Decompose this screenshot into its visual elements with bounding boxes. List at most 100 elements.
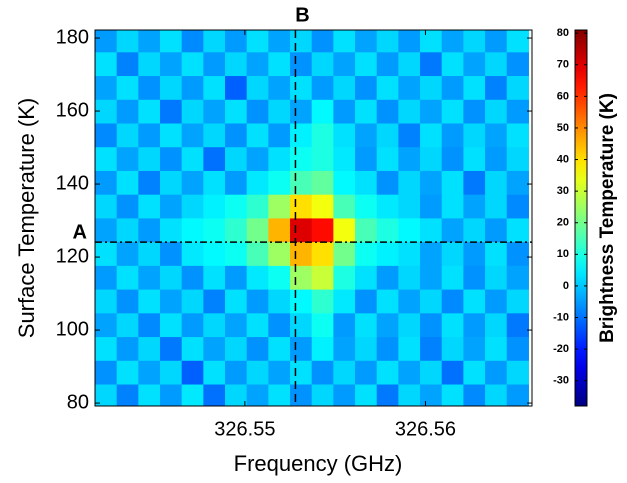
heatmap-cell bbox=[376, 289, 399, 314]
heatmap-cell bbox=[290, 265, 313, 290]
heatmap-cell bbox=[290, 312, 313, 338]
heatmap-cell bbox=[203, 241, 226, 266]
heatmap-cell bbox=[398, 194, 421, 219]
heatmap-cell bbox=[95, 217, 118, 243]
heatmap-cell bbox=[203, 336, 226, 361]
heatmap-cell bbox=[333, 75, 356, 100]
heatmap-cell bbox=[441, 312, 464, 338]
heatmap-cell bbox=[355, 289, 378, 314]
heatmap-cell bbox=[246, 99, 269, 124]
heatmap-cell bbox=[225, 289, 248, 314]
heatmap-cell bbox=[420, 241, 443, 266]
heatmap-cell bbox=[268, 360, 291, 385]
heatmap-cell bbox=[203, 122, 226, 148]
heatmap-cell bbox=[181, 99, 204, 124]
heatmap-cell bbox=[138, 241, 161, 266]
heatmap-cell bbox=[138, 51, 161, 77]
heatmap-cell bbox=[290, 194, 313, 219]
colorbar-tick-label: 80 bbox=[557, 27, 569, 39]
heatmap-cell bbox=[116, 217, 139, 243]
heatmap-cell bbox=[203, 146, 226, 171]
heatmap-cell bbox=[225, 336, 248, 361]
heatmap-cell bbox=[160, 99, 183, 124]
heatmap-cell bbox=[95, 194, 118, 219]
heatmap-cell bbox=[95, 30, 118, 53]
heatmap-cell bbox=[355, 170, 378, 195]
heatmap-cell bbox=[420, 360, 443, 385]
heatmap-cell bbox=[246, 51, 269, 77]
heatmap-cell bbox=[138, 30, 161, 53]
colorbar-tick-label: 70 bbox=[557, 59, 569, 71]
heatmap-cell bbox=[398, 383, 421, 406]
heatmap-cell bbox=[506, 51, 529, 77]
heatmap-cell bbox=[203, 170, 226, 195]
heatmap-cell bbox=[333, 146, 356, 171]
x-axis-title: Frequency (GHz) bbox=[234, 451, 403, 476]
heatmap-cell bbox=[441, 194, 464, 219]
heatmap-cell bbox=[333, 265, 356, 290]
heatmap-cell bbox=[95, 51, 118, 77]
heatmap-cell bbox=[160, 336, 183, 361]
heatmap-cell bbox=[485, 360, 508, 385]
heatmap-cell bbox=[268, 217, 291, 243]
heatmap-cell bbox=[463, 194, 486, 219]
heatmap-cell bbox=[398, 312, 421, 338]
heatmap-cell bbox=[485, 265, 508, 290]
heatmap-cell bbox=[225, 146, 248, 171]
heatmap-cell bbox=[290, 146, 313, 171]
heatmap-cell bbox=[506, 312, 529, 338]
heatmap-cell bbox=[398, 30, 421, 53]
heatmap-cell bbox=[398, 146, 421, 171]
heatmap-cell bbox=[95, 383, 118, 406]
heatmap-cell bbox=[95, 122, 118, 148]
heatmap-cell bbox=[463, 75, 486, 100]
heatmap-cell bbox=[160, 383, 183, 406]
heatmap-cell bbox=[138, 217, 161, 243]
heatmap-cell bbox=[485, 146, 508, 171]
heatmap-cell bbox=[116, 122, 139, 148]
heatmap-cell bbox=[333, 30, 356, 53]
heatmap-cell bbox=[290, 122, 313, 148]
heatmap-cell bbox=[355, 265, 378, 290]
heatmap-cell bbox=[225, 122, 248, 148]
heatmap-cell bbox=[333, 170, 356, 195]
heatmap-cell bbox=[420, 170, 443, 195]
heatmap-cell bbox=[311, 383, 334, 406]
heatmap-cell bbox=[181, 265, 204, 290]
heatmap-cell bbox=[246, 146, 269, 171]
heatmap-cell bbox=[95, 360, 118, 385]
heatmap-cell bbox=[225, 217, 248, 243]
heatmap-cell bbox=[355, 312, 378, 338]
heatmap-cell bbox=[355, 30, 378, 53]
heatmap-cell bbox=[290, 336, 313, 361]
heatmap-cell bbox=[160, 170, 183, 195]
heatmap-cell bbox=[398, 336, 421, 361]
heatmap-cell bbox=[203, 360, 226, 385]
heatmap-cell bbox=[246, 170, 269, 195]
heatmap-cell bbox=[268, 146, 291, 171]
heatmap-cell bbox=[463, 170, 486, 195]
heatmap-cell bbox=[355, 336, 378, 361]
y-tick-label: 180 bbox=[56, 26, 89, 48]
heatmap-cell bbox=[116, 30, 139, 53]
heatmap-cell bbox=[463, 146, 486, 171]
heatmap-cell bbox=[463, 312, 486, 338]
heatmap-cell bbox=[441, 241, 464, 266]
heatmap-cell bbox=[116, 51, 139, 77]
heatmap-cell bbox=[160, 217, 183, 243]
heatmap-cell bbox=[311, 30, 334, 53]
heatmap-cell bbox=[398, 99, 421, 124]
heatmap-cell bbox=[376, 122, 399, 148]
heatmap-cell bbox=[246, 289, 269, 314]
heatmap-cell bbox=[225, 170, 248, 195]
heatmap-cell bbox=[355, 99, 378, 124]
heatmap-cell bbox=[160, 122, 183, 148]
heatmap-cell bbox=[355, 383, 378, 406]
heatmap-cell bbox=[116, 383, 139, 406]
heatmap-cell bbox=[138, 170, 161, 195]
heatmap-cell bbox=[441, 383, 464, 406]
heatmap-cell bbox=[506, 146, 529, 171]
heatmap-cell bbox=[138, 122, 161, 148]
heatmap-cell bbox=[268, 170, 291, 195]
heatmap-cell bbox=[181, 312, 204, 338]
